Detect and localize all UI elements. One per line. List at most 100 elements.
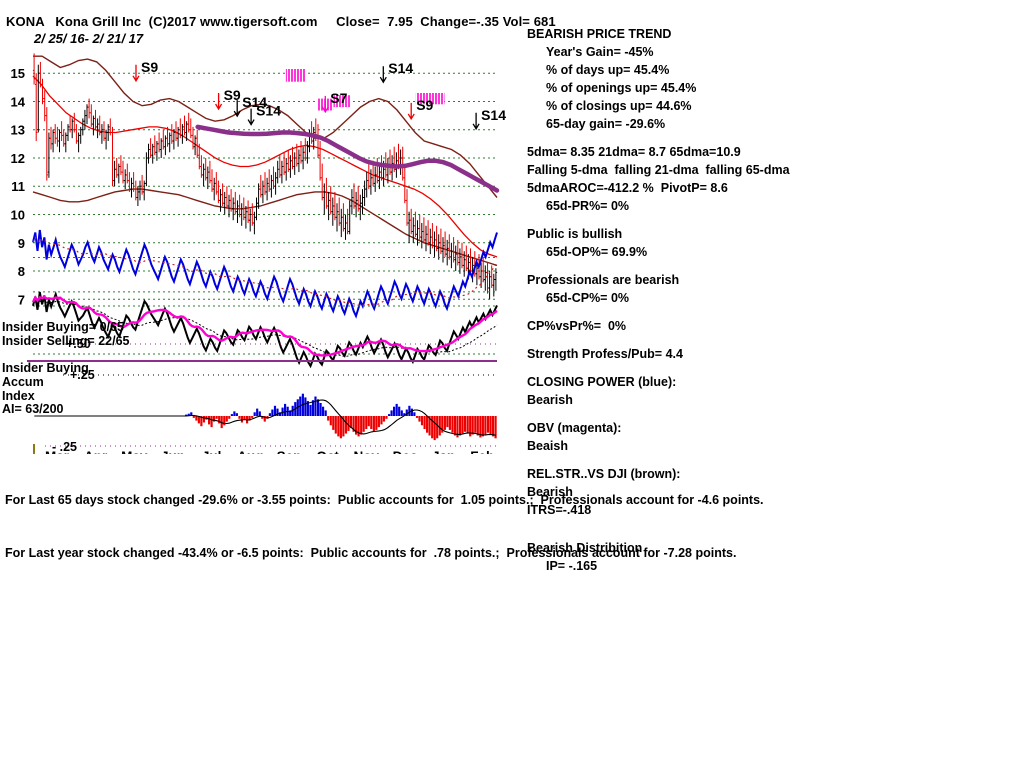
accum-bar	[337, 416, 340, 437]
sell-signal-box[interactable]	[333, 95, 351, 108]
accum-bar	[461, 416, 464, 434]
accum-bar	[484, 416, 487, 435]
dma-aroc: 5dmaAROC=-412.2 % PivotP= 8.6	[527, 181, 728, 195]
signal-label[interactable]: S14	[256, 103, 281, 119]
accum-bar	[491, 416, 495, 437]
accum-bar	[213, 416, 216, 422]
accum-bar	[365, 416, 368, 429]
distribution-title: Bearish Distribition	[527, 541, 643, 555]
ohlc-bar-group	[32, 53, 498, 300]
accum-bar	[230, 414, 233, 416]
accum-bar	[380, 416, 383, 425]
stat-openings-up: % of openings up= 45.4%	[546, 81, 697, 95]
accum-bar	[332, 416, 335, 430]
accum-bar	[278, 412, 282, 416]
accum-bar	[486, 416, 490, 433]
accum-bar	[309, 404, 312, 416]
accum-bar	[400, 410, 403, 416]
signal-label[interactable]: S7	[330, 90, 347, 106]
itrs-value: ITRS=-.418	[527, 503, 592, 517]
accum-bar	[403, 413, 406, 416]
date-range-label: 2/ 25/ 16- 2/ 21/ 17	[34, 31, 144, 46]
insider-buying-label: Insider Buying	[2, 361, 89, 375]
accum-bar	[215, 416, 218, 419]
accum-bar	[388, 414, 391, 416]
accum-bar	[464, 416, 467, 432]
obv-block: OBV (magenta): Beaish	[527, 422, 827, 458]
accum-bar	[314, 396, 317, 416]
signal-arrow-icon	[379, 66, 387, 84]
pr-percent: 65d-PR%= 0%	[546, 199, 630, 213]
month-axis-tick: Jan	[432, 449, 455, 454]
month-axis-tick: May	[121, 449, 148, 454]
sell-signal-box[interactable]	[415, 93, 445, 105]
moving-average-block: 5dma= 8.35 21dma= 8.7 65dma=10.9 Falling…	[527, 146, 827, 218]
month-axis-tick: Jul	[202, 449, 222, 454]
accum-bar	[324, 410, 327, 416]
accum-bar	[284, 403, 287, 416]
rs-value: Bearish	[527, 485, 573, 499]
accum-bar	[304, 397, 307, 416]
signal-arrow-icon	[132, 64, 140, 83]
signal-label[interactable]: S14	[388, 60, 413, 76]
obv-magenta-line	[31, 295, 498, 357]
accum-bar	[200, 416, 203, 427]
signal-label[interactable]: S9	[416, 97, 433, 113]
accum-bar	[334, 416, 337, 434]
accum-bar	[195, 416, 198, 421]
signal-arrow-icon	[215, 93, 223, 111]
accum-bar	[289, 410, 292, 416]
accum-bar	[410, 408, 413, 416]
price-axis-tick: 10	[11, 208, 25, 223]
accum-bar	[451, 416, 454, 433]
accum-bar	[357, 416, 360, 437]
price-axis-tick: 9	[18, 236, 25, 251]
accum-bar	[223, 416, 226, 426]
accum-bar	[263, 416, 266, 422]
signal-label[interactable]: S9	[224, 87, 241, 103]
accum-bar	[202, 416, 206, 423]
footer-line-65day: For Last 65 days stock changed -29.6% or…	[5, 492, 764, 507]
signal-label[interactable]: S14	[242, 94, 267, 110]
stat-closings-up: % of closings up= 44.6%	[546, 99, 692, 113]
month-axis-tick: Oct	[316, 449, 339, 454]
accum-bar	[456, 416, 459, 438]
accum-bar	[276, 408, 279, 416]
public-sentiment: Public is bullish	[527, 227, 623, 241]
accum-bar	[453, 416, 457, 436]
price-axis-tick: 8	[18, 264, 25, 279]
accum-bar	[317, 399, 320, 416]
accum-bar	[322, 406, 325, 416]
month-axis-tick: Sep	[277, 449, 302, 454]
footer-notes: For Last 65 days stock changed -29.6% or…	[5, 456, 764, 580]
closing-power-line	[32, 229, 498, 319]
accum-bar	[418, 416, 421, 422]
price-band-line	[33, 55, 498, 198]
accum-bar	[408, 405, 411, 416]
accum-bar	[225, 416, 228, 422]
accum-bar	[390, 410, 393, 416]
accum-bar	[481, 416, 484, 437]
price-axis-tick: 12	[11, 151, 25, 166]
month-axis-tick: Aug	[237, 449, 263, 454]
accum-bar	[261, 416, 264, 419]
distribution-block: Bearish Distribition IP= -.165	[527, 542, 827, 578]
closing-power-title: CLOSING POWER (blue):	[527, 375, 677, 389]
accum-bar	[382, 416, 386, 422]
obv-value: Beaish	[527, 439, 568, 453]
accum-bar	[228, 416, 231, 419]
price-chart-container[interactable]: 15 14 13 12 11 10 9 8 7 S9 S9 S14 S14 S7 S14 S9 S14 +.50 +…	[0, 44, 520, 454]
obv-title: OBV (magenta):	[527, 421, 622, 435]
accum-bar	[329, 416, 332, 426]
accum-bar	[319, 403, 322, 416]
signal-label[interactable]: S9	[141, 59, 158, 75]
strength-ratio: Strength Profess/Pub= 4.4	[527, 347, 683, 361]
page-title: KONA Kona Grill Inc (C)2017 www.tigersof…	[6, 14, 556, 29]
accum-bar	[210, 416, 213, 428]
accum-bar	[377, 416, 380, 428]
accum-bar	[258, 411, 261, 416]
sell-signal-box[interactable]	[285, 69, 306, 82]
footer-line-year: For Last year stock changed -43.4% or -6…	[5, 545, 737, 560]
signal-label[interactable]: S14	[481, 107, 506, 123]
